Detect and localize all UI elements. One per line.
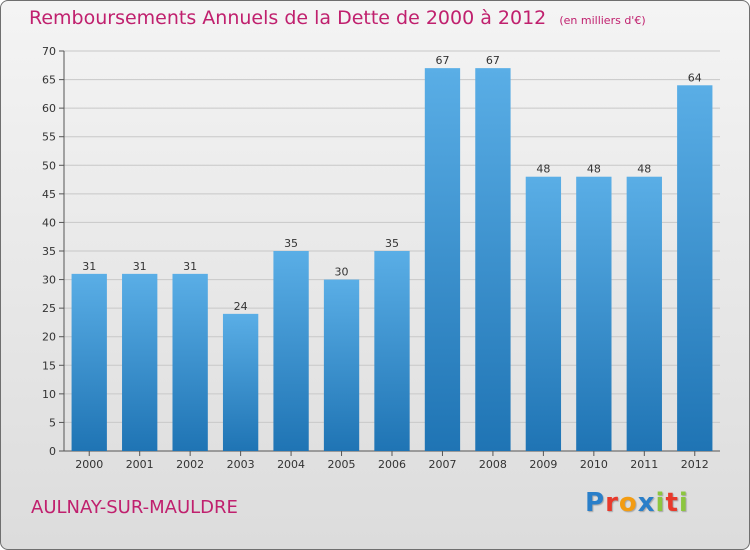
y-tick-label: 60 [42, 102, 56, 115]
bar-2003 [222, 313, 259, 451]
y-tick-label: 50 [42, 159, 56, 172]
bar-2010 [576, 176, 612, 451]
bar-2009 [525, 176, 562, 451]
bar-2005 [323, 279, 360, 451]
data-label: 31 [183, 260, 197, 273]
bar-2000 [71, 273, 107, 451]
y-tick-label: 35 [42, 245, 56, 258]
x-tick-label: 2005 [328, 458, 356, 471]
x-tick-label: 2001 [126, 458, 154, 471]
unit-note: (en milliers d'€) [559, 14, 646, 27]
data-labels: 31 31 31 24 35 30 35 67 67 48 48 48 64 [82, 54, 702, 313]
commune-name: AULNAY-SUR-MAULDRE [31, 497, 238, 518]
data-label: 35 [385, 237, 399, 250]
logo-letter: o [618, 488, 638, 518]
bar-2002 [172, 273, 208, 451]
x-tick-label: 2003 [227, 458, 255, 471]
data-label: 30 [335, 266, 349, 279]
x-tick-label: 2011 [630, 458, 658, 471]
data-label: 24 [234, 300, 248, 313]
bar-2006 [374, 251, 410, 451]
x-tick-label: 2008 [479, 458, 507, 471]
x-tick-label: 2012 [681, 458, 709, 471]
proxiti-logo[interactable]: Proxiti [585, 488, 689, 518]
x-tick-label: 2004 [277, 458, 305, 471]
x-tick-label: 2007 [428, 458, 456, 471]
y-tick-label: 10 [42, 388, 56, 401]
y-tick-label: 0 [49, 445, 56, 458]
y-tick-label: 30 [42, 274, 56, 287]
y-tick-label: 70 [42, 45, 56, 58]
x-tick-label: 2006 [378, 458, 406, 471]
y-tick-label: 20 [42, 331, 56, 344]
data-label: 48 [637, 163, 651, 176]
bar-2008 [475, 68, 511, 452]
y-tick-label: 5 [49, 416, 56, 429]
logo-letter: P [585, 488, 606, 518]
bar-2007 [424, 68, 461, 452]
bar-2004 [273, 251, 309, 451]
bar-2011 [626, 176, 662, 451]
y-tick-label: 15 [42, 359, 56, 372]
y-tick-label: 65 [42, 74, 56, 87]
y-tick-label: 25 [42, 302, 56, 315]
bars [71, 68, 713, 452]
data-label: 48 [587, 163, 601, 176]
y-tick-label: 40 [42, 216, 56, 229]
logo-letter: t [665, 488, 679, 518]
logo-letter: x [637, 488, 656, 518]
chart-title: Remboursements Annuels de la Dette de 20… [29, 7, 547, 29]
y-tick-label: 45 [42, 188, 56, 201]
bar-2001 [122, 273, 158, 451]
data-label: 67 [435, 54, 449, 67]
logo-letter: i [678, 488, 689, 518]
x-tick-label: 2000 [75, 458, 103, 471]
x-tick-label: 2009 [529, 458, 557, 471]
y-tick-label: 55 [42, 131, 56, 144]
data-label: 35 [284, 237, 298, 250]
x-tick-label: 2002 [176, 458, 204, 471]
logo-letter: r [605, 488, 619, 518]
data-label: 64 [688, 71, 702, 84]
logo-letter: i [655, 488, 666, 518]
bar-2012 [677, 85, 713, 452]
data-label: 31 [133, 260, 147, 273]
data-label: 67 [486, 54, 500, 67]
title-line: Remboursements Annuels de la Dette de 20… [29, 7, 646, 29]
data-label: 48 [536, 163, 550, 176]
data-label: 31 [82, 260, 96, 273]
x-tick-label: 2010 [580, 458, 608, 471]
